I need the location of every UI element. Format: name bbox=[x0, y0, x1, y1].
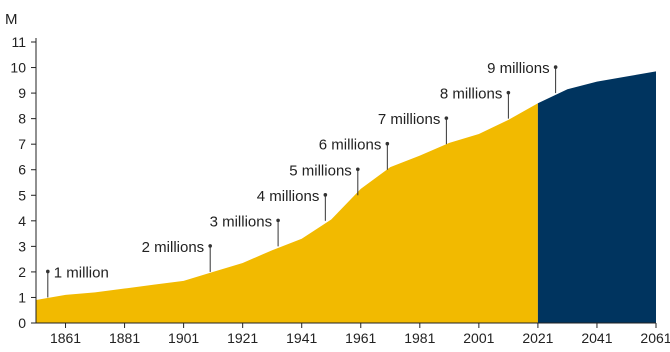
y-tick-label: 10 bbox=[10, 60, 26, 76]
y-tick-label: 0 bbox=[18, 315, 26, 331]
annotation-label: 7 millions bbox=[378, 111, 441, 128]
y-tick-label: 4 bbox=[18, 213, 26, 229]
x-tick-label: 1921 bbox=[227, 330, 258, 346]
annotation-dot bbox=[323, 193, 328, 197]
annotation-label: 9 millions bbox=[487, 60, 550, 77]
annotation-label: 4 millions bbox=[257, 188, 320, 205]
y-tick-label: 8 bbox=[18, 111, 26, 127]
x-tick-label: 1941 bbox=[286, 330, 317, 346]
x-tick-label: 2021 bbox=[522, 330, 553, 346]
annotation-label: 1 million bbox=[54, 264, 109, 281]
annotation-dot bbox=[46, 269, 50, 274]
area-historical bbox=[36, 103, 538, 323]
y-tick-label: 6 bbox=[18, 162, 26, 178]
annotation-dot bbox=[208, 244, 212, 248]
annotation-dot bbox=[385, 141, 390, 146]
x-tick-label: 1961 bbox=[345, 330, 376, 346]
y-tick-label: 2 bbox=[18, 264, 26, 280]
annotation-dot bbox=[356, 167, 360, 172]
y-tick-label: 7 bbox=[18, 136, 26, 152]
y-tick-label: 5 bbox=[18, 187, 26, 203]
x-tick-label: 1981 bbox=[404, 330, 435, 346]
area-projection bbox=[537, 71, 656, 323]
annotation-label: 3 millions bbox=[210, 213, 273, 230]
annotation-dot bbox=[506, 90, 511, 95]
annotation-label: 2 millions bbox=[142, 239, 205, 256]
area-layer bbox=[36, 71, 656, 323]
axis-layer: 0 1 2 3 4 5 6 7 8 9 10 11 1861 1881 1901 1921 1941 1961 19… bbox=[10, 34, 670, 346]
x-tick-label: 2001 bbox=[463, 330, 494, 346]
annotation-dot bbox=[553, 65, 558, 69]
annotation-label: 8 millions bbox=[440, 86, 503, 103]
annotation-label: 6 millions bbox=[319, 137, 382, 154]
x-tick-label: 1881 bbox=[109, 330, 140, 346]
annotation-label: 5 millions bbox=[289, 162, 352, 179]
annotation-dot bbox=[276, 218, 280, 223]
x-tick-label: 2061 bbox=[640, 330, 670, 346]
y-tick-label: 3 bbox=[18, 238, 26, 254]
y-tick-label: 11 bbox=[11, 34, 26, 50]
annotation-layer: 1 million 2 millions 3 millions 4 millions 5… bbox=[46, 60, 558, 298]
y-axis-unit-label: M bbox=[5, 11, 18, 28]
annotation-dot bbox=[444, 116, 449, 120]
x-tick-label: 1901 bbox=[168, 330, 199, 346]
y-tick-label: 1 bbox=[18, 289, 26, 305]
x-tick-label: 2041 bbox=[581, 330, 612, 346]
x-tick-label: 1861 bbox=[50, 330, 81, 346]
y-tick-label: 9 bbox=[18, 85, 26, 101]
